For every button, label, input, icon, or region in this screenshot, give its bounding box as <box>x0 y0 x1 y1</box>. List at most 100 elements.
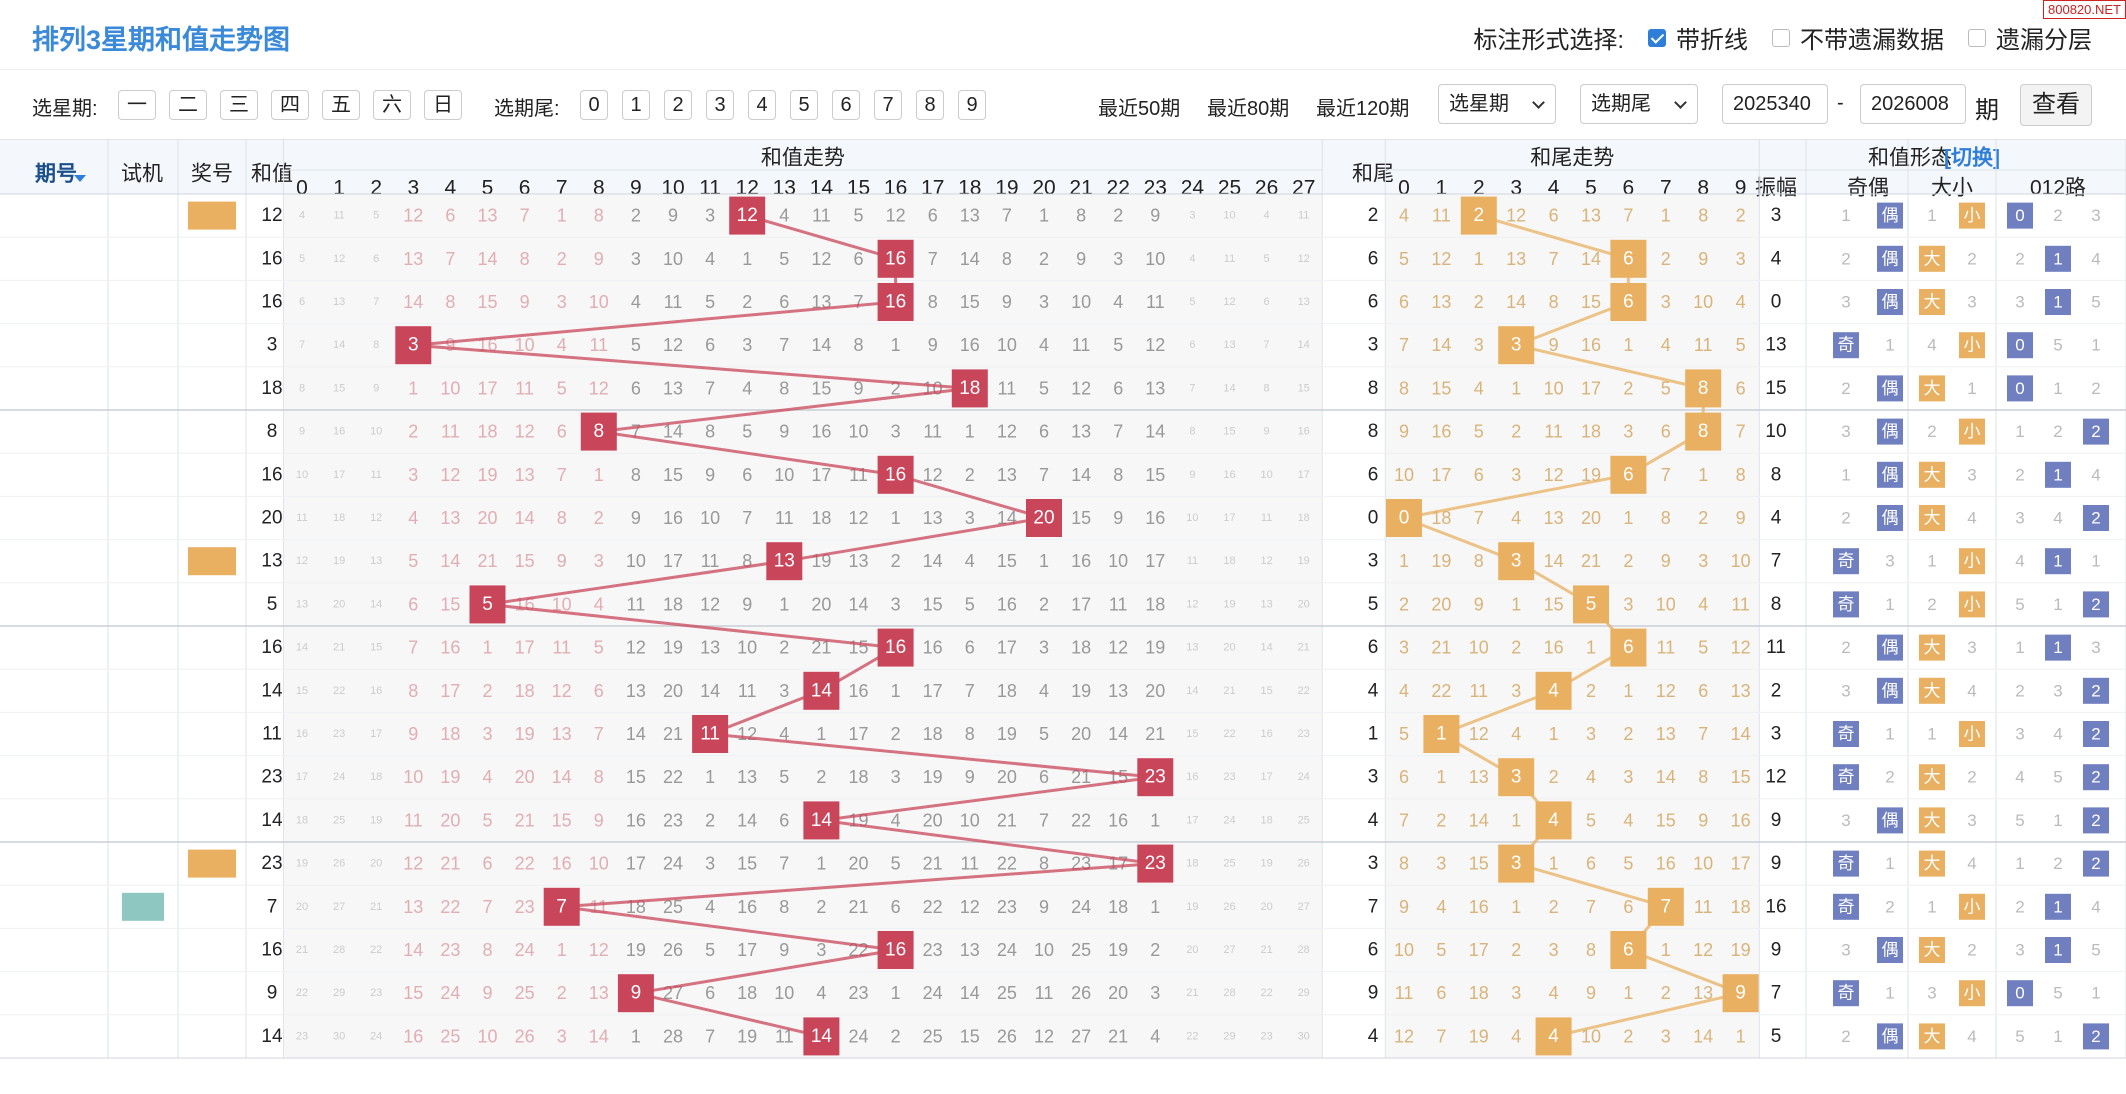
weekday-chip[interactable]: 一 <box>118 90 156 120</box>
tail-marker-label: 8 <box>1698 378 1709 399</box>
omission-layer-checkbox[interactable] <box>1968 28 1986 47</box>
sum-omission: 15 <box>1298 382 1310 394</box>
sum-omission: 15 <box>1145 465 1165 485</box>
weekday-chip[interactable]: 日 <box>424 90 462 120</box>
tail-omission: 11 <box>1694 335 1713 355</box>
sum-omission: 2 <box>631 206 641 226</box>
sum-omission: 21 <box>811 638 831 658</box>
range-50-link[interactable]: 最近50期 <box>1098 98 1181 120</box>
range-120-link[interactable]: 最近120期 <box>1316 98 1410 120</box>
tail-axis-tick: 8 <box>1697 177 1709 200</box>
sum-omission: 17 <box>1223 512 1235 524</box>
sum-omission: 22 <box>1298 685 1310 697</box>
sum-omission: 20 <box>1071 724 1091 744</box>
sum-omission: 25 <box>663 897 683 917</box>
from-issue-input[interactable]: 2025340 <box>1722 84 1828 124</box>
sum-omission: 9 <box>1150 206 1160 226</box>
road-label: 2 <box>2091 681 2100 700</box>
weekday-chip[interactable]: 二 <box>169 90 207 120</box>
road-omission: 1 <box>2091 984 2100 1003</box>
weekday-select[interactable]: 选星期 <box>1438 84 1556 124</box>
sum-omission: 3 <box>557 1026 567 1046</box>
tail-select[interactable]: 选期尾 <box>1580 84 1698 124</box>
sum-omission: 23 <box>997 897 1017 917</box>
tail-marker <box>1386 499 1422 537</box>
odd-label: 奇 <box>1838 595 1855 614</box>
sum-omission: 13 <box>1260 598 1272 610</box>
no-omission-checkbox[interactable] <box>1772 28 1790 47</box>
big-marker <box>1919 937 1945 963</box>
sum-omission: 10 <box>774 465 794 485</box>
tail-omission: 5 <box>1736 335 1746 355</box>
tail-chip[interactable]: 1 <box>622 90 650 120</box>
tail-value-cell: 4 <box>1368 680 1379 701</box>
sum-omission: 12 <box>1108 638 1128 658</box>
tail-omission: 2 <box>1436 810 1446 830</box>
road-header: 012路 <box>2030 177 2086 200</box>
weekday-chip[interactable]: 三 <box>220 90 258 120</box>
weekday-chip[interactable]: 五 <box>322 90 360 120</box>
tail-value-cell: 3 <box>1368 335 1379 356</box>
sum-omission: 6 <box>557 422 567 442</box>
omission-layer-label[interactable]: 遗漏分层 <box>1996 27 2092 54</box>
small-label: 小 <box>1964 552 1981 571</box>
sum-omission: 14 <box>296 642 308 654</box>
tail-chip[interactable]: 6 <box>832 90 860 120</box>
sum-marker-label: 14 <box>811 810 833 831</box>
tail-marker <box>1610 283 1647 321</box>
amplitude-cell: 3 <box>1771 205 1782 226</box>
tail-marker <box>1610 455 1647 494</box>
tail-chip[interactable]: 8 <box>916 90 944 120</box>
switch-link[interactable]: [切换] <box>1944 146 2000 170</box>
tail-chip[interactable]: 9 <box>958 90 986 120</box>
sum-omission: 17 <box>1260 771 1272 783</box>
sum-value-cell: 9 <box>267 983 278 1004</box>
sum-omission: 9 <box>557 551 567 571</box>
sum-omission: 14 <box>700 681 720 701</box>
sum-omission: 10 <box>737 638 757 658</box>
line-option-label[interactable]: 带折线 <box>1676 27 1748 54</box>
range-80-link[interactable]: 最近80期 <box>1207 98 1290 120</box>
weekday-chip[interactable]: 六 <box>373 90 411 120</box>
sum-omission: 2 <box>705 810 715 830</box>
period-label: 期 <box>1975 97 1999 124</box>
tail-chip[interactable]: 7 <box>874 90 902 120</box>
tail-chip[interactable]: 2 <box>664 90 692 120</box>
sum-marker <box>766 542 803 581</box>
sum-axis-tick: 14 <box>810 177 834 200</box>
tail-chip[interactable]: 5 <box>790 90 818 120</box>
sum-omission: 5 <box>594 638 604 658</box>
tail-omission: 17 <box>1469 940 1489 960</box>
line-checkbox[interactable] <box>1648 28 1666 47</box>
sum-value-cell: 20 <box>261 508 282 529</box>
sum-omission: 22 <box>923 897 943 917</box>
weekday-chip[interactable]: 四 <box>271 90 309 120</box>
sum-omission: 1 <box>557 940 567 960</box>
sum-omission: 13 <box>1223 339 1235 351</box>
amplitude-cell: 0 <box>1771 292 1782 313</box>
sum-omission: 10 <box>700 508 720 528</box>
tail-omission: 16 <box>1656 854 1676 874</box>
sum-omission: 7 <box>705 378 715 398</box>
no-omission-label[interactable]: 不带遗漏数据 <box>1800 27 1944 54</box>
road-omission: 1 <box>2015 638 2024 657</box>
tail-axis-tick: 1 <box>1436 177 1448 200</box>
road-label: 0 <box>2015 984 2024 1003</box>
to-issue-input[interactable]: 2026008 <box>1860 84 1966 124</box>
tail-omission: 3 <box>1736 249 1746 269</box>
sum-omission: 11 <box>1298 210 1309 222</box>
road-marker <box>2007 375 2033 402</box>
tail-chip[interactable]: 3 <box>706 90 734 120</box>
sum-omission: 21 <box>1145 724 1165 744</box>
oddeven-omission: 2 <box>1885 897 1894 916</box>
sum-omission: 4 <box>299 210 305 222</box>
query-button[interactable]: 查看 <box>2020 84 2092 126</box>
sum-omission: 2 <box>891 378 901 398</box>
tail-chip[interactable]: 4 <box>748 90 776 120</box>
sum-omission: 16 <box>848 681 868 701</box>
tail-chip[interactable]: 0 <box>580 90 608 120</box>
odd-label: 奇 <box>1838 897 1855 916</box>
amplitude-cell: 10 <box>1765 421 1786 442</box>
tail-omission: 7 <box>1698 724 1708 744</box>
bigsmall-omission: 1 <box>1927 206 1936 225</box>
